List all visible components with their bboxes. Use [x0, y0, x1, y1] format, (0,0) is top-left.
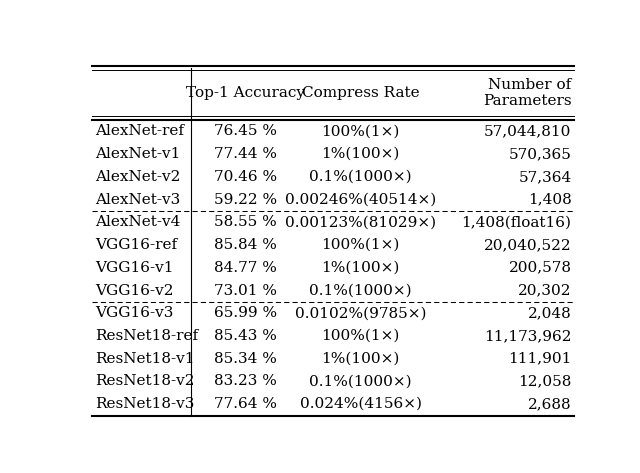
- Text: 0.1%(1000×): 0.1%(1000×): [309, 375, 412, 388]
- Text: 11,173,962: 11,173,962: [484, 329, 572, 343]
- Text: 0.1%(1000×): 0.1%(1000×): [309, 283, 412, 298]
- Text: VGG16-v3: VGG16-v3: [95, 306, 173, 320]
- Text: 100%(1×): 100%(1×): [321, 329, 400, 343]
- Text: 12,058: 12,058: [518, 375, 572, 388]
- Text: 85.43 %: 85.43 %: [214, 329, 276, 343]
- Text: 20,302: 20,302: [518, 283, 572, 298]
- Text: 83.23 %: 83.23 %: [214, 375, 276, 388]
- Text: 570,365: 570,365: [509, 147, 572, 161]
- Text: 57,364: 57,364: [518, 170, 572, 184]
- Text: VGG16-v2: VGG16-v2: [95, 283, 174, 298]
- Text: AlexNet-ref: AlexNet-ref: [95, 124, 184, 139]
- Text: 85.34 %: 85.34 %: [214, 352, 276, 366]
- Text: 59.22 %: 59.22 %: [214, 193, 276, 207]
- Text: AlexNet-v3: AlexNet-v3: [95, 193, 180, 207]
- Text: 1%(100×): 1%(100×): [321, 147, 400, 161]
- Text: 100%(1×): 100%(1×): [321, 238, 400, 252]
- Text: Top-1 Accuracy: Top-1 Accuracy: [186, 86, 305, 100]
- Text: ResNet18-ref: ResNet18-ref: [95, 329, 198, 343]
- Text: VGG16-ref: VGG16-ref: [95, 238, 177, 252]
- Text: 1%(100×): 1%(100×): [321, 352, 400, 366]
- Text: 73.01 %: 73.01 %: [214, 283, 276, 298]
- Text: 111,901: 111,901: [508, 352, 572, 366]
- Text: 0.024%(4156×): 0.024%(4156×): [300, 397, 422, 411]
- Text: 0.00246%(40514×): 0.00246%(40514×): [285, 193, 436, 207]
- Text: VGG16-v1: VGG16-v1: [95, 261, 174, 275]
- Text: 1%(100×): 1%(100×): [321, 261, 400, 275]
- Text: 1,408: 1,408: [528, 193, 572, 207]
- Text: ResNet18-v3: ResNet18-v3: [95, 397, 195, 411]
- Text: Number of
Parameters: Number of Parameters: [483, 78, 572, 108]
- Text: 58.55 %: 58.55 %: [214, 215, 276, 229]
- Text: 84.77 %: 84.77 %: [214, 261, 276, 275]
- Text: 0.00123%(81029×): 0.00123%(81029×): [285, 215, 436, 229]
- Text: 1,408(float16): 1,408(float16): [461, 215, 572, 229]
- Text: 85.84 %: 85.84 %: [214, 238, 276, 252]
- Text: AlexNet-v1: AlexNet-v1: [95, 147, 180, 161]
- Text: 57,044,810: 57,044,810: [484, 124, 572, 139]
- Text: 0.1%(1000×): 0.1%(1000×): [309, 170, 412, 184]
- Text: AlexNet-v4: AlexNet-v4: [95, 215, 180, 229]
- Text: 200,578: 200,578: [509, 261, 572, 275]
- Text: 65.99 %: 65.99 %: [214, 306, 276, 320]
- Text: 0.0102%(9785×): 0.0102%(9785×): [295, 306, 426, 320]
- Text: 2,048: 2,048: [528, 306, 572, 320]
- Text: ResNet18-v2: ResNet18-v2: [95, 375, 195, 388]
- Text: 2,688: 2,688: [528, 397, 572, 411]
- Text: Compress Rate: Compress Rate: [302, 86, 419, 100]
- Text: 77.64 %: 77.64 %: [214, 397, 276, 411]
- Text: 20,040,522: 20,040,522: [484, 238, 572, 252]
- Text: 100%(1×): 100%(1×): [321, 124, 400, 139]
- Text: 70.46 %: 70.46 %: [214, 170, 276, 184]
- Text: AlexNet-v2: AlexNet-v2: [95, 170, 180, 184]
- Text: 76.45 %: 76.45 %: [214, 124, 276, 139]
- Text: ResNet18-v1: ResNet18-v1: [95, 352, 195, 366]
- Text: 77.44 %: 77.44 %: [214, 147, 276, 161]
